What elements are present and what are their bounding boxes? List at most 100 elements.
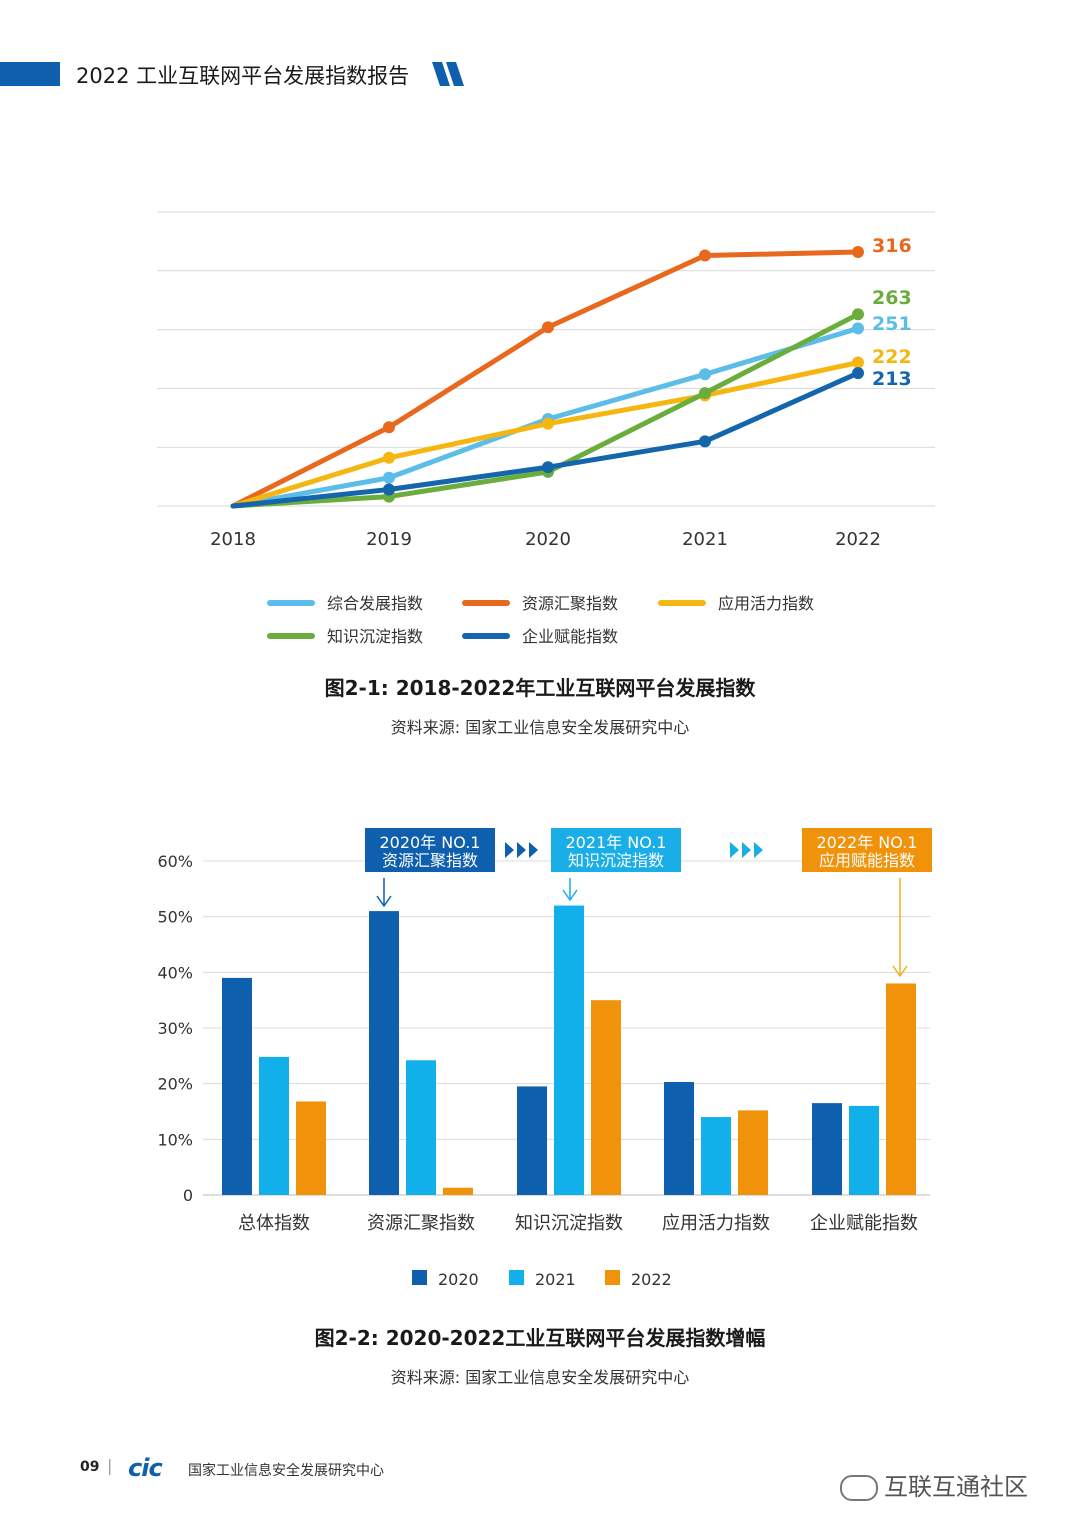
callout-box [551,828,681,872]
legend-label: 2020 [438,1270,479,1289]
callout-index-label: 应用赋能指数 [819,851,915,870]
x-category-label: 总体指数 [238,1213,310,1234]
legend-swatch [605,1270,620,1285]
legend-label: 资源汇聚指数 [522,594,618,613]
bar [664,1081,694,1195]
watermark-text: 互联互通社区 [884,1473,1028,1501]
report-title: 2022 工业互联网平台发展指数报告 [76,64,410,88]
data-point [383,421,395,434]
legend-label: 2022 [631,1270,672,1289]
data-point [383,483,395,496]
end-value-label: 222 [872,346,912,368]
data-point [699,249,711,262]
cic-logo: cic [128,1454,163,1482]
bar [738,1110,768,1195]
y-tick-label: 50% [157,908,193,927]
y-tick-label: 60% [157,852,193,871]
chevron-right-icon [529,842,538,858]
callout-index-label: 资源汇聚指数 [382,851,478,870]
figure2-source: 资料来源: 国家工业信息安全发展研究中心 [390,1368,690,1387]
callout-year-label: 2022年 NO.1 [817,833,918,852]
line-chart: 2018 2019 2020 2021 2022 251 316 222 263 213 综合发展指… [157,211,935,646]
chevron-right-icon [754,842,763,858]
y-tick-label: 10% [157,1130,193,1149]
figure2-title: 图2-2: 2020-2022工业互联网平台发展指数增幅 [314,1326,766,1350]
x-category-label: 知识沉淀指数 [515,1213,623,1234]
data-point [699,368,711,381]
x-category-label: 企业赋能指数 [810,1213,918,1234]
data-point [852,356,864,369]
legend-swatch [509,1270,524,1285]
chevron-right-icon [505,842,514,858]
end-value-label: 251 [872,313,912,335]
wechat-icon [840,1475,878,1501]
chevron-right-icon [742,842,751,858]
legend-label: 应用活力指数 [718,594,814,613]
data-point [852,367,864,380]
data-point [542,461,554,474]
y-tick-label: 30% [157,1019,193,1038]
data-point [542,321,554,334]
y-tick-label: 20% [157,1075,193,1094]
x-tick-label: 2020 [525,529,571,550]
figure1-title: 图2-1: 2018-2022年工业互联网平台发展指数 [324,676,756,700]
arrow-down-icon [376,895,392,908]
bar [812,1103,842,1195]
legend-swatch [412,1270,427,1285]
callout-year-label: 2020年 NO.1 [380,833,481,852]
x-tick-label: 2022 [835,529,881,550]
chevron-right-icon [517,842,526,858]
data-point [852,245,864,258]
legend-label: 2021 [535,1270,576,1289]
x-tick-label: 2021 [682,529,728,550]
data-point [852,322,864,335]
arrow-down-icon [892,965,908,978]
bar [443,1187,473,1195]
legend-label: 综合发展指数 [327,594,423,613]
legend-label: 知识沉淀指数 [327,627,423,646]
data-point [542,417,554,430]
header-slash-logo-icon [432,62,464,86]
watermark: 互联互通社区 [840,1467,1028,1502]
data-point [383,451,395,464]
data-point [699,387,711,400]
callout-index-label: 知识沉淀指数 [568,851,664,870]
chevron-right-icon [730,842,739,858]
header-accent-bar [0,62,60,86]
callout-box [802,828,932,872]
bar [259,1056,289,1195]
bar-chart: 010%20%30%40%50%60%总体指数 资源汇聚指数 知识沉淀指数 应用活力指… [157,828,932,1289]
data-point [852,308,864,321]
bar [517,1086,547,1195]
data-point [699,435,711,448]
x-tick-label: 2018 [210,529,256,550]
bar [849,1105,879,1195]
x-category-label: 应用活力指数 [662,1213,770,1234]
bar [369,911,399,1195]
arrow-down-icon [562,889,578,902]
series-line [230,360,861,509]
data-point [383,471,395,484]
legend-label: 企业赋能指数 [522,627,618,646]
footer-divider: | [107,1456,113,1475]
bar [222,977,252,1195]
page-number: 09 [80,1459,100,1475]
end-value-label: 213 [872,368,912,390]
callout-box [365,828,495,872]
end-value-label: 263 [872,287,912,309]
bar [886,983,916,1195]
series-line [230,370,861,509]
bar [406,1060,436,1195]
bar [296,1101,326,1195]
y-tick-label: 40% [157,963,193,982]
x-category-label: 资源汇聚指数 [367,1213,475,1234]
y-tick-label: 0 [183,1186,193,1205]
end-value-label: 316 [872,235,912,257]
bar [701,1117,731,1195]
figure1-source: 资料来源: 国家工业信息安全发展研究中心 [390,718,690,737]
x-tick-label: 2019 [366,529,412,550]
callout-year-label: 2021年 NO.1 [566,833,667,852]
footer-org-name: 国家工业信息安全发展研究中心 [188,1463,384,1479]
bar [591,1000,621,1195]
bar [554,905,584,1195]
